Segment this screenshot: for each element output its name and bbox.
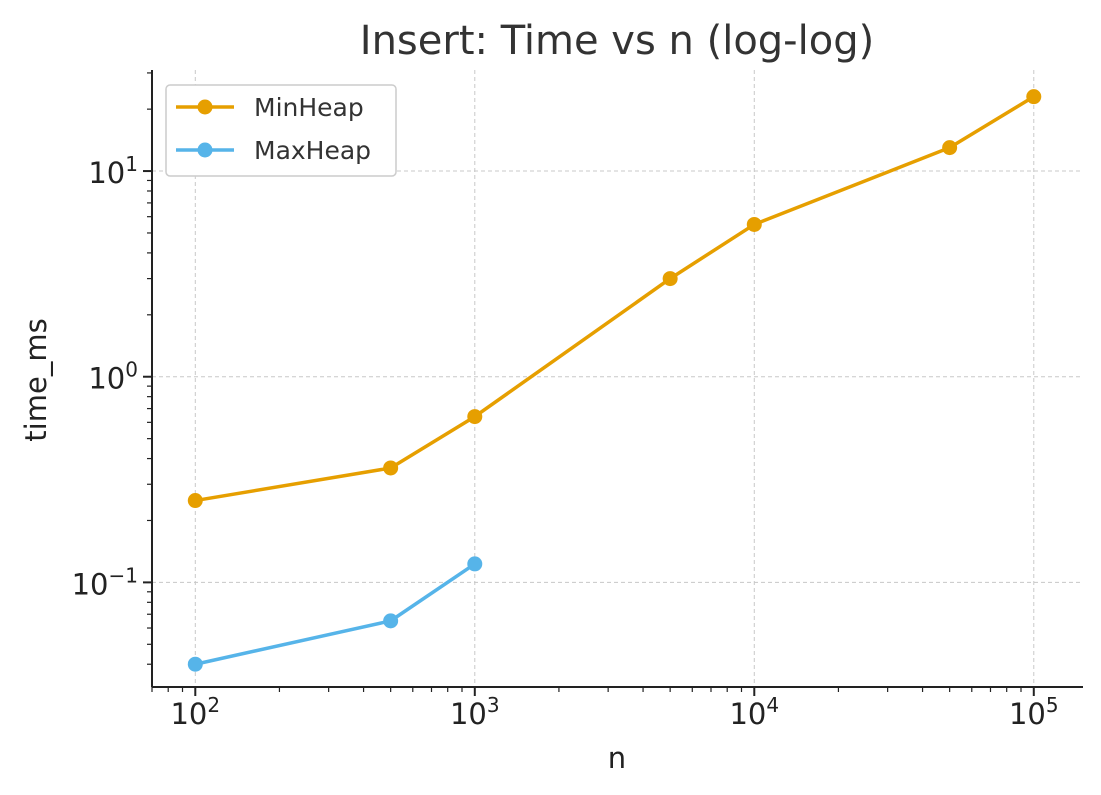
y-tick-label: 100 [88, 358, 138, 396]
data-point-minheap [383, 460, 399, 476]
legend: MinHeap MaxHeap [165, 84, 397, 177]
legend-label-minheap: MinHeap [254, 93, 364, 122]
ticks: 102 103 104 105 10−1 100 101 [72, 72, 1059, 731]
y-tick-label: 101 [88, 152, 138, 190]
data-point-maxheap [383, 613, 399, 629]
x-axis-label: n [608, 741, 626, 775]
legend-marker-minheap [197, 99, 213, 115]
x-tick-label: 105 [1009, 693, 1059, 731]
data-point-maxheap [467, 556, 483, 572]
y-axis-label: time_ms [19, 318, 53, 441]
axes [151, 70, 1083, 688]
x-tick-label: 103 [450, 693, 500, 731]
data-point-maxheap [187, 656, 203, 672]
data-point-minheap [467, 409, 483, 425]
x-tick-label: 104 [729, 693, 779, 731]
series-layer [187, 89, 1042, 672]
chart-title: Insert: Time vs n (log-log) [360, 18, 874, 64]
x-tick-label: 102 [170, 693, 220, 731]
data-point-minheap [942, 140, 958, 156]
y-tick-label: 10−1 [72, 563, 138, 601]
data-point-minheap [187, 493, 203, 509]
legend-label-maxheap: MaxHeap [254, 136, 371, 165]
data-point-minheap [1026, 89, 1042, 105]
series-line-maxheap [194, 562, 476, 666]
data-point-minheap [662, 271, 678, 287]
data-point-minheap [746, 216, 762, 232]
legend-marker-maxheap [197, 142, 213, 158]
